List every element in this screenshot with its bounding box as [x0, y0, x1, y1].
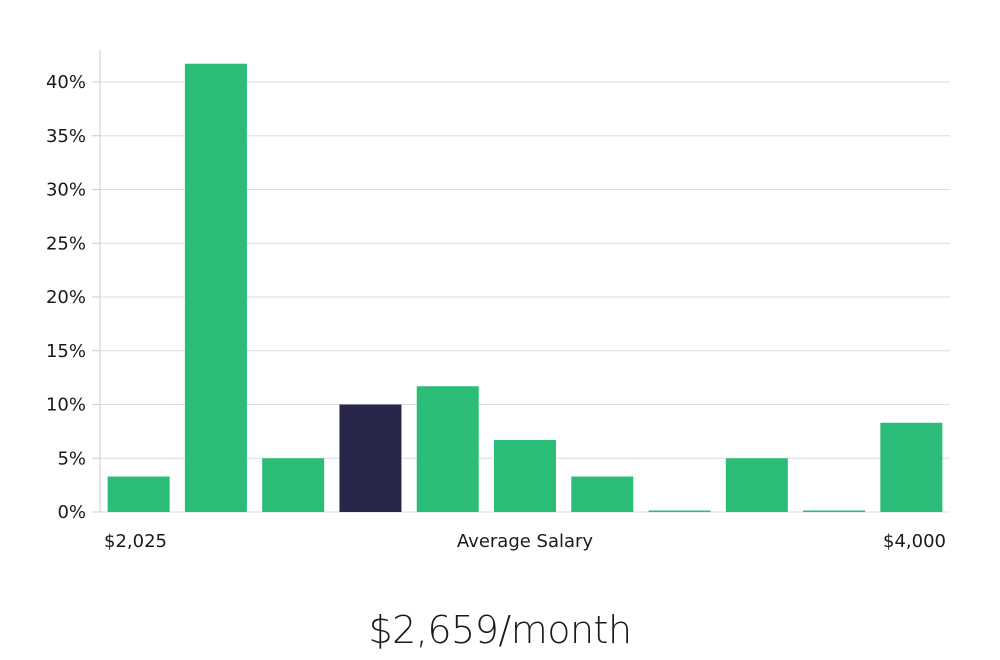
- histogram-bar-highlight: [339, 404, 402, 512]
- y-tick-label: 0%: [57, 502, 86, 523]
- histogram-bar: [107, 476, 170, 512]
- y-tick-label: 35%: [46, 126, 86, 147]
- histogram-bar: [184, 63, 247, 512]
- bars: [107, 63, 943, 513]
- x-min-label: $2,025: [104, 531, 167, 552]
- y-tick-label: 20%: [46, 287, 86, 308]
- average-salary-value: $2,659/month: [368, 608, 632, 652]
- y-tick-label: 25%: [46, 233, 86, 254]
- x-axis-title: Average Salary: [457, 531, 594, 552]
- y-tick-label: 30%: [46, 180, 86, 201]
- histogram-bar: [648, 510, 711, 512]
- y-tick-label: 5%: [57, 448, 86, 469]
- histogram-bar: [725, 458, 788, 512]
- x-max-label: $4,000: [883, 531, 946, 552]
- histogram-chart: 0% 5% 10% 15% 20% 25% 30% 35% 40% $2,025 Average…: [46, 49, 950, 552]
- y-tick-label: 10%: [46, 395, 86, 416]
- y-tick-label: 15%: [46, 341, 86, 362]
- y-axis: 0% 5% 10% 15% 20% 25% 30% 35% 40%: [46, 49, 101, 523]
- y-tick-label: 40%: [46, 72, 86, 93]
- histogram-bar: [803, 510, 866, 512]
- histogram-bar: [416, 386, 479, 512]
- histogram-bar: [880, 422, 943, 512]
- histogram-bar: [494, 439, 556, 513]
- histogram-bar: [262, 458, 325, 512]
- histogram-bar: [571, 476, 634, 512]
